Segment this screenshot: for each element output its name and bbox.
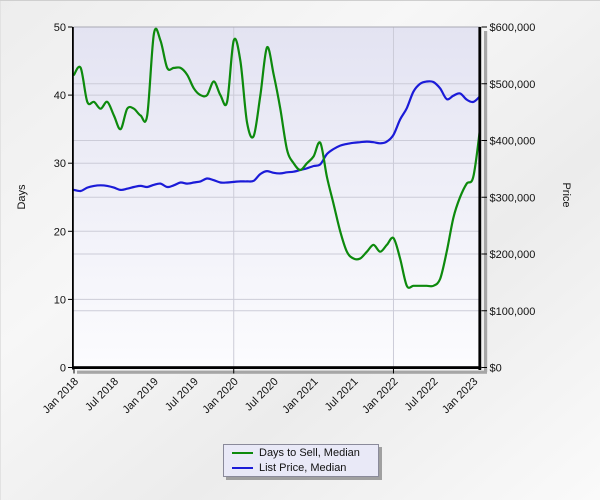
x-axis-tick-label: Jul 2018 (83, 376, 121, 414)
right-axis-tick-label: $600,000 (490, 22, 536, 34)
right-axis-tick-label: $0 (490, 363, 502, 375)
days-series-swatch-icon (232, 452, 253, 454)
right-axis-tick-label: $200,000 (490, 249, 536, 261)
x-axis-tick-label: Jan 2023 (440, 376, 480, 416)
x-axis-tick-label: Jul 2022 (403, 376, 441, 414)
left-axis-tick-label: 20 (54, 226, 66, 238)
x-axis-tick-label: Jul 2019 (163, 376, 201, 414)
right-axis-line (478, 27, 482, 370)
legend: Days to Sell, Median List Price, Median (223, 444, 379, 477)
legend-label: List Price, Median (259, 462, 347, 474)
x-axis-tick-label: Jan 2021 (280, 376, 320, 416)
bottom-axis-shadow (77, 370, 487, 374)
right-axis-title: Price (560, 182, 572, 208)
right-axis-tick-label: $400,000 (490, 136, 536, 148)
price-series-swatch-icon (232, 467, 253, 469)
left-axis-line (72, 27, 74, 370)
right-axis-tick-label: $100,000 (490, 306, 536, 318)
x-axis-tick-label: Jan 2022 (360, 376, 400, 416)
bottom-axis-line (72, 366, 482, 369)
x-axis-tick-label: Jul 2021 (323, 376, 361, 414)
days-series-line (73, 27, 481, 289)
legend-label: Days to Sell, Median (259, 447, 360, 459)
right-axis-tick-label: $500,000 (490, 79, 536, 91)
legend-item-days-to-sell: Days to Sell, Median (232, 446, 378, 460)
left-axis-tick-label: 40 (54, 90, 66, 102)
left-axis-tick-label: 10 (54, 294, 66, 306)
right-axis-shadow (484, 31, 488, 372)
left-axis-tick-label: 50 (54, 22, 66, 34)
left-axis-title: Days (16, 184, 28, 210)
legend-item-list-price: List Price, Median (232, 461, 378, 475)
left-axis-tick-label: 30 (54, 158, 66, 170)
x-axis-tick-label: Jan 2019 (120, 376, 160, 416)
x-axis-tick-label: Jul 2020 (243, 376, 281, 414)
x-axis-tick-label: Jan 2020 (200, 376, 240, 416)
price-series-line (73, 80, 481, 193)
x-axis-tick-label: Jan 2018 (41, 376, 81, 416)
left-axis-tick-label: 0 (60, 363, 66, 375)
right-axis-tick-label: $300,000 (490, 192, 536, 204)
